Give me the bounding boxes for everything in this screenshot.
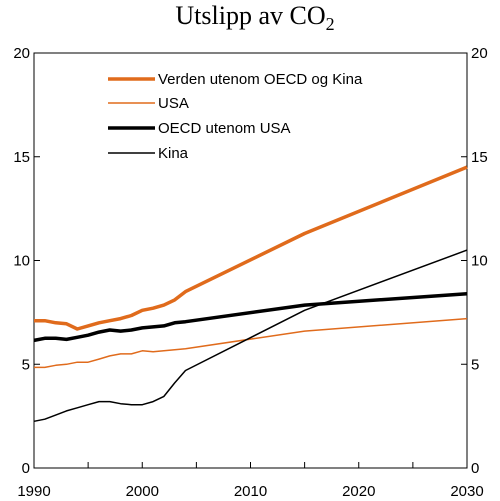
legend-label: USA xyxy=(158,95,189,112)
x-tick-label: 2000 xyxy=(126,483,159,500)
y-tick-label-right: 15 xyxy=(471,149,488,166)
y-tick-label-right: 20 xyxy=(471,45,488,62)
x-tick-label: 2020 xyxy=(342,483,375,500)
y-tick-label-left: 10 xyxy=(13,253,30,270)
y-tick-label-left: 15 xyxy=(13,149,30,166)
series-layer xyxy=(33,165,468,423)
chart-title: Utslipp av CO2 xyxy=(175,1,334,34)
x-tick-label: 2010 xyxy=(234,483,267,500)
y-tick-label-left: 0 xyxy=(22,460,30,477)
series-line-3 xyxy=(33,291,468,343)
legend-label: Verden utenom OECD og Kina xyxy=(158,71,363,88)
legend-label: OECD utenom USA xyxy=(158,120,291,137)
series-line-2 xyxy=(34,317,468,369)
chart-title-main: Utslipp av CO xyxy=(175,1,325,30)
chart-title-subscript: 2 xyxy=(326,14,335,34)
y-tick-label-left: 5 xyxy=(22,356,30,373)
y-tick-label-right: 10 xyxy=(471,253,488,270)
legend: Verden utenom OECD og Kina USA OECD utenom… xyxy=(108,71,363,162)
series-line-4 xyxy=(33,249,468,423)
legend-label: Kina xyxy=(158,145,189,162)
y-tick-label-right: 5 xyxy=(471,356,479,373)
x-tick-label: 2030 xyxy=(450,483,483,500)
y-tick-label-right: 0 xyxy=(471,460,479,477)
series-line-1 xyxy=(34,165,468,331)
x-tick-label: 1990 xyxy=(17,483,50,500)
y-tick-label-left: 20 xyxy=(13,45,30,62)
